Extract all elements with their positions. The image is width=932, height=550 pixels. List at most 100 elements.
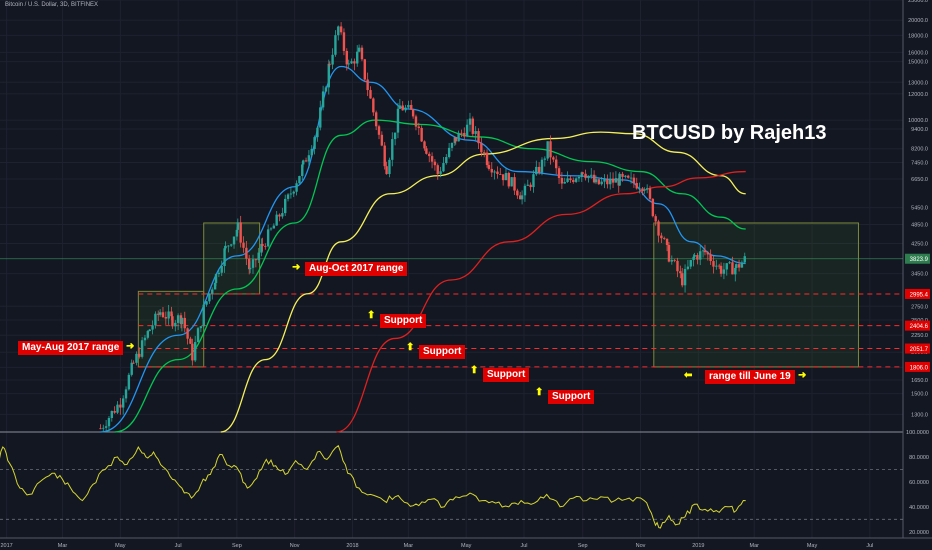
candle-body [107,418,111,427]
candle-body [281,213,284,217]
candle-body [463,132,466,137]
candle-body [224,245,227,249]
candle-body [445,157,448,164]
candle-body [140,340,144,357]
candle-body [614,178,618,183]
candle-body [450,142,454,148]
candle-body [566,178,569,182]
candle-body [339,26,343,33]
candle-body [199,326,203,329]
candle-body [158,312,162,315]
candle-body [725,263,728,270]
candle-body [148,329,151,332]
candle-body [693,254,696,257]
candle-body [504,172,508,181]
candle-body [239,222,242,243]
candle-body [345,50,348,65]
candle-body [167,311,170,319]
candle-body [170,311,173,317]
candle-body [543,158,547,160]
price-tick-label: 18000.0 [908,33,928,39]
price-tick-label: 13000.0 [908,80,928,86]
candle-body [433,161,437,166]
candle-body [580,172,583,178]
candle-body [592,174,596,183]
price-tick-label: 3450.0 [911,272,928,278]
candle-body [603,179,606,182]
right-arrow-icon: ➜ [126,341,135,352]
candle-body [468,118,472,125]
candle-body [587,175,590,179]
candle-body [557,168,561,178]
candle-body [706,252,710,255]
candle-body [657,221,660,236]
candle-body [99,428,102,430]
candle-body [549,141,552,158]
candle-body [127,374,131,390]
time-tick-label: 2018 [346,543,358,549]
time-tick-label: Jul [866,543,873,549]
candle-body [501,174,505,181]
candle-body [516,190,519,196]
candle-body [618,173,621,186]
candle-body [624,175,627,177]
candle-body [428,153,431,157]
candle-body [350,61,353,64]
candle-body [663,238,666,240]
candle-body [307,155,311,162]
candle-body [213,283,217,290]
candle-body [223,248,226,267]
candle-body [518,195,522,200]
candle-body [130,362,133,375]
price-label-text: 2404.6 [910,324,929,330]
price-tick-label: 1300.0 [911,412,928,418]
candle-body [174,322,177,327]
candle-body [590,174,593,176]
candle-body [584,173,587,179]
candle-body [414,116,418,127]
rsi-tick-label: 40.0000 [909,505,929,511]
candle-body [442,163,445,172]
candle-body [313,137,316,149]
price-tick-label: 6650.0 [911,177,928,183]
candle-body [113,411,116,413]
candle-body [146,331,150,338]
candle-body [401,105,404,111]
left-arrow-icon: ⬅ [684,370,693,381]
candle-body [457,132,460,142]
candle-body [171,316,174,327]
candle-body [696,254,699,260]
candle-body [436,165,439,175]
candle-body [211,289,214,294]
price-label-badge [905,361,930,372]
candle-body [164,317,168,319]
candle-body [289,193,293,195]
range-june-label: range till June 19 [705,370,795,384]
price-label-badge [905,343,930,354]
candle-body [407,104,410,108]
candle-body [439,171,442,175]
price-tick-label: 20000.0 [908,18,928,24]
time-tick-label: 2019 [692,543,704,549]
candle-body [686,266,690,269]
candle-body [513,177,516,191]
candle-body [629,177,633,179]
candle-body [138,353,141,357]
candle-body [242,242,245,248]
time-tick-label: May [807,543,818,549]
time-tick-label: Mar [749,543,759,549]
candle-body [482,152,486,154]
candle-body [465,124,469,137]
price-tick-label: 5450.0 [911,206,928,212]
candle-body [104,426,108,428]
candle-body [324,87,328,92]
candle-body [292,191,295,194]
candle-body [236,222,240,230]
moving-average-4 [336,170,746,433]
candle-body [411,109,415,117]
price-tick-label: 1500.0 [911,392,928,398]
candle-body [735,264,738,268]
price-tick-label: 16000.0 [908,50,928,56]
candle-body [654,216,657,222]
